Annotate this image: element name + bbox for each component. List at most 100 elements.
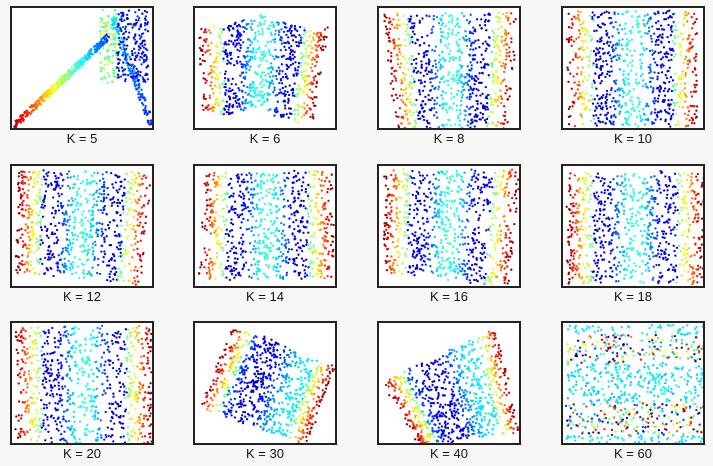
k8-point-346 [504,58,508,61]
k6-point-215 [252,83,255,86]
k6-point-585 [259,103,263,106]
k14-point-327 [206,203,209,207]
k12-point-764 [141,253,145,256]
k8-point-3 [512,50,515,53]
k10-point-376 [647,104,650,108]
k6-point-771 [311,113,314,116]
k14-point-788 [310,261,313,264]
k8-point-386 [422,55,426,59]
k14-point-480 [220,228,223,231]
k14-point-169 [217,214,220,218]
k6-point-63 [269,31,272,34]
k14-point-594 [300,189,303,192]
k6-point-811 [273,108,276,111]
k14-point-819 [265,236,268,239]
k8-point-672 [451,33,455,36]
k8-point-463 [402,101,405,104]
k14-point-196 [316,257,319,260]
k10-point-741 [690,122,694,125]
k10-point-295 [578,55,582,59]
k14-point-463 [239,190,242,193]
k14-point-762 [282,223,286,226]
k6-point-744 [242,84,245,87]
k14-point-114 [203,266,206,269]
k14-point-440 [234,267,238,271]
k10-point-291 [630,100,633,103]
k14-point-601 [204,224,207,228]
k14-point-82 [253,207,256,211]
k8-point-500 [498,54,502,57]
k16-point-23 [390,173,393,177]
k8-point-639 [414,122,418,125]
k6-point-372 [219,27,222,30]
k14-point-372 [275,227,279,230]
k8-point-663 [468,95,471,98]
k10-point-216 [678,105,681,109]
k14-point-783 [323,245,326,249]
k14-point-533 [260,179,263,183]
k8-point-545 [460,51,463,54]
k12-point-646 [73,183,77,186]
k8-point-675 [459,67,463,70]
k10-point-706 [629,61,632,64]
k16-point-2 [421,217,424,220]
k8-point-136 [494,52,498,55]
k10-point-801 [604,96,607,99]
k8-point-196 [460,96,464,99]
k14-point-374 [250,181,254,184]
k12-point-709 [54,180,57,184]
k14-point-736 [288,258,291,261]
k12-point-693 [31,230,35,234]
k6-point-641 [246,64,250,67]
k12-point-558 [134,242,137,245]
k5-point-760 [50,87,53,90]
k6-point-247 [302,70,306,73]
k6-point-538 [306,74,309,78]
k14-point-644 [332,235,335,238]
k10-point-19 [641,53,644,56]
k8-point-531 [470,67,473,70]
k14-point-240 [266,213,269,217]
k8-point-109 [406,33,409,36]
k14-point-520 [306,212,310,215]
k10-point-549 [615,79,618,82]
k12-point-713 [17,181,20,184]
k6-point-400 [214,77,217,80]
k14-point-84 [263,246,266,249]
k8-point-420 [420,63,423,66]
k14-point-654 [297,190,300,193]
k10-point-232 [666,90,670,93]
k12-point-562 [31,234,34,237]
k12-point-369 [23,263,26,266]
k8-point-462 [402,88,406,92]
k14-point-673 [302,176,305,179]
k14-point-482 [258,260,261,263]
k14-point-585 [241,249,245,252]
k5-point-376 [132,74,135,78]
k6-point-66 [253,55,256,58]
k14-point-394 [291,233,294,236]
k8-point-493 [401,117,405,120]
k14-point-220 [228,278,232,282]
k6-point-787 [272,55,275,58]
k12-point-739 [16,265,20,268]
k6-point-484 [273,88,276,92]
k14-point-188 [208,219,211,222]
k6-point-712 [232,27,235,30]
k12-point-414 [39,200,42,203]
k12-point-448 [119,251,122,254]
k10-point-451 [690,95,694,98]
k8-point-605 [410,25,414,29]
k8-point-442 [404,73,407,76]
k12-point-483 [144,215,148,218]
k6-point-342 [242,109,245,112]
k10-point-290 [595,58,598,61]
k6-point-127 [302,33,305,36]
k6-point-732 [292,74,296,78]
k10-point-62 [662,46,666,49]
k12-point-683 [78,258,81,261]
k12-point-694 [120,234,123,238]
k8-point-260 [436,69,439,72]
k14-point-813 [303,275,307,278]
k6-point-124 [209,107,212,110]
